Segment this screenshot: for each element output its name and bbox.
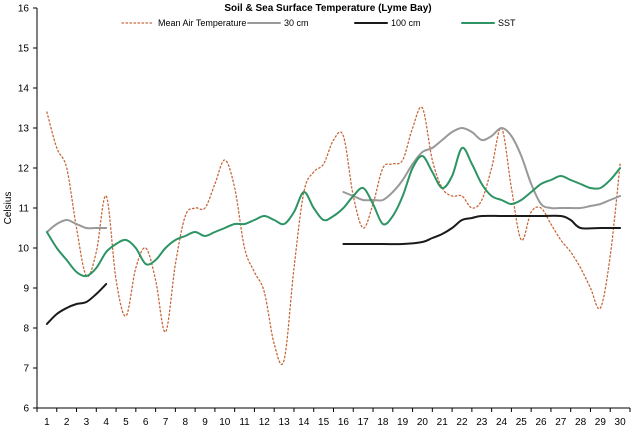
- series-line-30-cm: [45, 219, 108, 233]
- x-tick-label: 20: [417, 417, 429, 428]
- series-line-mean-air-temperature: [46, 106, 621, 366]
- x-tick-label: 30: [615, 417, 627, 428]
- y-tick-label: 15: [18, 44, 30, 55]
- x-tick-label: 3: [84, 417, 90, 428]
- series-line-30-cm: [342, 127, 622, 210]
- x-tick-label: 15: [318, 417, 330, 428]
- x-tick-label: 9: [202, 417, 208, 428]
- x-tick-label: 29: [595, 417, 607, 428]
- x-tick-label: 10: [219, 417, 231, 428]
- y-axis: 6 7 8 9 10 11 12 13 14 15 16: [18, 4, 37, 415]
- x-tick-label: 24: [496, 417, 508, 428]
- y-axis-label: Celsius: [3, 192, 14, 225]
- x-tick-label: 19: [397, 417, 409, 428]
- y-tick-label: 12: [18, 164, 30, 175]
- legend-label-30-cm: 30 cm: [284, 18, 309, 28]
- series-line-100-cm: [342, 214, 622, 246]
- x-tick-label: 2: [64, 417, 70, 428]
- x-tick-label: 8: [182, 417, 188, 428]
- x-tick-label: 23: [476, 417, 488, 428]
- x-tick-label: 1: [44, 417, 50, 428]
- x-tick-label: 7: [163, 417, 169, 428]
- x-tick-label: 21: [437, 417, 449, 428]
- legend: Mean Air Temperature 30 cm 100 cm SST: [121, 18, 516, 28]
- x-axis: 1 2 3 4 5 6 7 8 9 10 11 12 13 14 15 16 17 18 19 20 21 22 23 24 2…: [36, 408, 631, 428]
- y-tick-label: 14: [18, 84, 30, 95]
- x-tick-label: 12: [259, 417, 271, 428]
- x-tick-label: 11: [239, 417, 250, 428]
- series-layer: [45, 106, 622, 366]
- x-tick-label: 6: [143, 417, 149, 428]
- series-line-sst: [45, 146, 622, 278]
- x-tick-label: 5: [123, 417, 129, 428]
- chart-title: Soil & Sea Surface Temperature (Lyme Bay…: [224, 3, 431, 14]
- y-tick-label: 7: [23, 364, 29, 375]
- y-tick-label: 16: [18, 4, 30, 15]
- legend-label-sst: SST: [498, 18, 516, 28]
- x-tick-label: 25: [516, 417, 528, 428]
- x-tick-label: 16: [338, 417, 350, 428]
- legend-label-100-cm: 100 cm: [391, 18, 421, 28]
- x-tick-label: 18: [377, 417, 389, 428]
- y-tick-label: 6: [23, 404, 29, 415]
- y-tick-label: 8: [23, 324, 29, 335]
- y-tick-label: 13: [18, 124, 30, 135]
- x-tick-label: 4: [103, 417, 109, 428]
- x-tick-label: 28: [575, 417, 587, 428]
- series-line-100-cm: [45, 283, 108, 325]
- x-tick-label: 22: [456, 417, 468, 428]
- legend-label-mean-air-temperature: Mean Air Temperature: [158, 18, 246, 28]
- x-tick-label: 14: [298, 417, 310, 428]
- x-tick-label: 13: [279, 417, 291, 428]
- x-tick-label: 27: [555, 417, 567, 428]
- y-tick-label: 9: [23, 284, 29, 295]
- y-tick-label: 11: [19, 204, 30, 215]
- y-tick-label: 10: [18, 244, 30, 255]
- x-tick-label: 17: [358, 417, 370, 428]
- x-tick-label: 26: [535, 417, 547, 428]
